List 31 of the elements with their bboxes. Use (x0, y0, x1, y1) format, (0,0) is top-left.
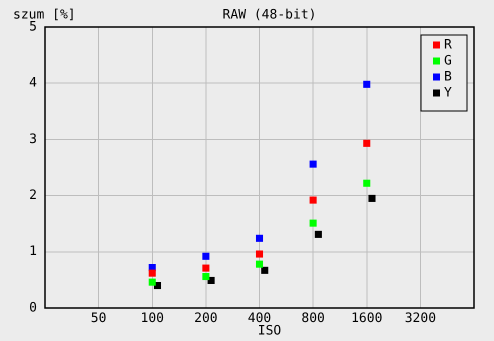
y-tick-label: 4 (29, 76, 38, 91)
legend-label: G (444, 53, 452, 68)
point (202, 252, 210, 260)
point (363, 80, 370, 88)
point (256, 260, 264, 268)
point (202, 272, 210, 280)
legend-label: R (444, 37, 452, 52)
legend-label: Y (444, 85, 452, 100)
x-axis-title: ISO (258, 323, 282, 338)
point (256, 234, 264, 242)
point (256, 250, 264, 258)
point (363, 180, 370, 187)
y-tick-label: 3 (29, 132, 37, 147)
y-tick-label: 2 (29, 188, 37, 203)
x-tick-label: 100 (140, 311, 164, 326)
point (310, 220, 317, 227)
x-tick-label: 50 (90, 311, 106, 326)
legend-label: B (444, 69, 452, 84)
y-tick-label: 0 (29, 300, 37, 316)
point (310, 196, 317, 204)
point (363, 140, 370, 147)
chart-title: RAW (48-bit) (222, 7, 316, 22)
point (202, 264, 210, 272)
y-tick-label: 1 (29, 244, 37, 260)
point (310, 160, 317, 168)
point (148, 278, 156, 286)
x-tick-label: 800 (301, 311, 325, 326)
x-tick-label: 1600 (351, 311, 382, 326)
point (148, 270, 156, 277)
x-tick-label: 3200 (404, 311, 436, 326)
x-tick-label: 200 (194, 311, 218, 326)
